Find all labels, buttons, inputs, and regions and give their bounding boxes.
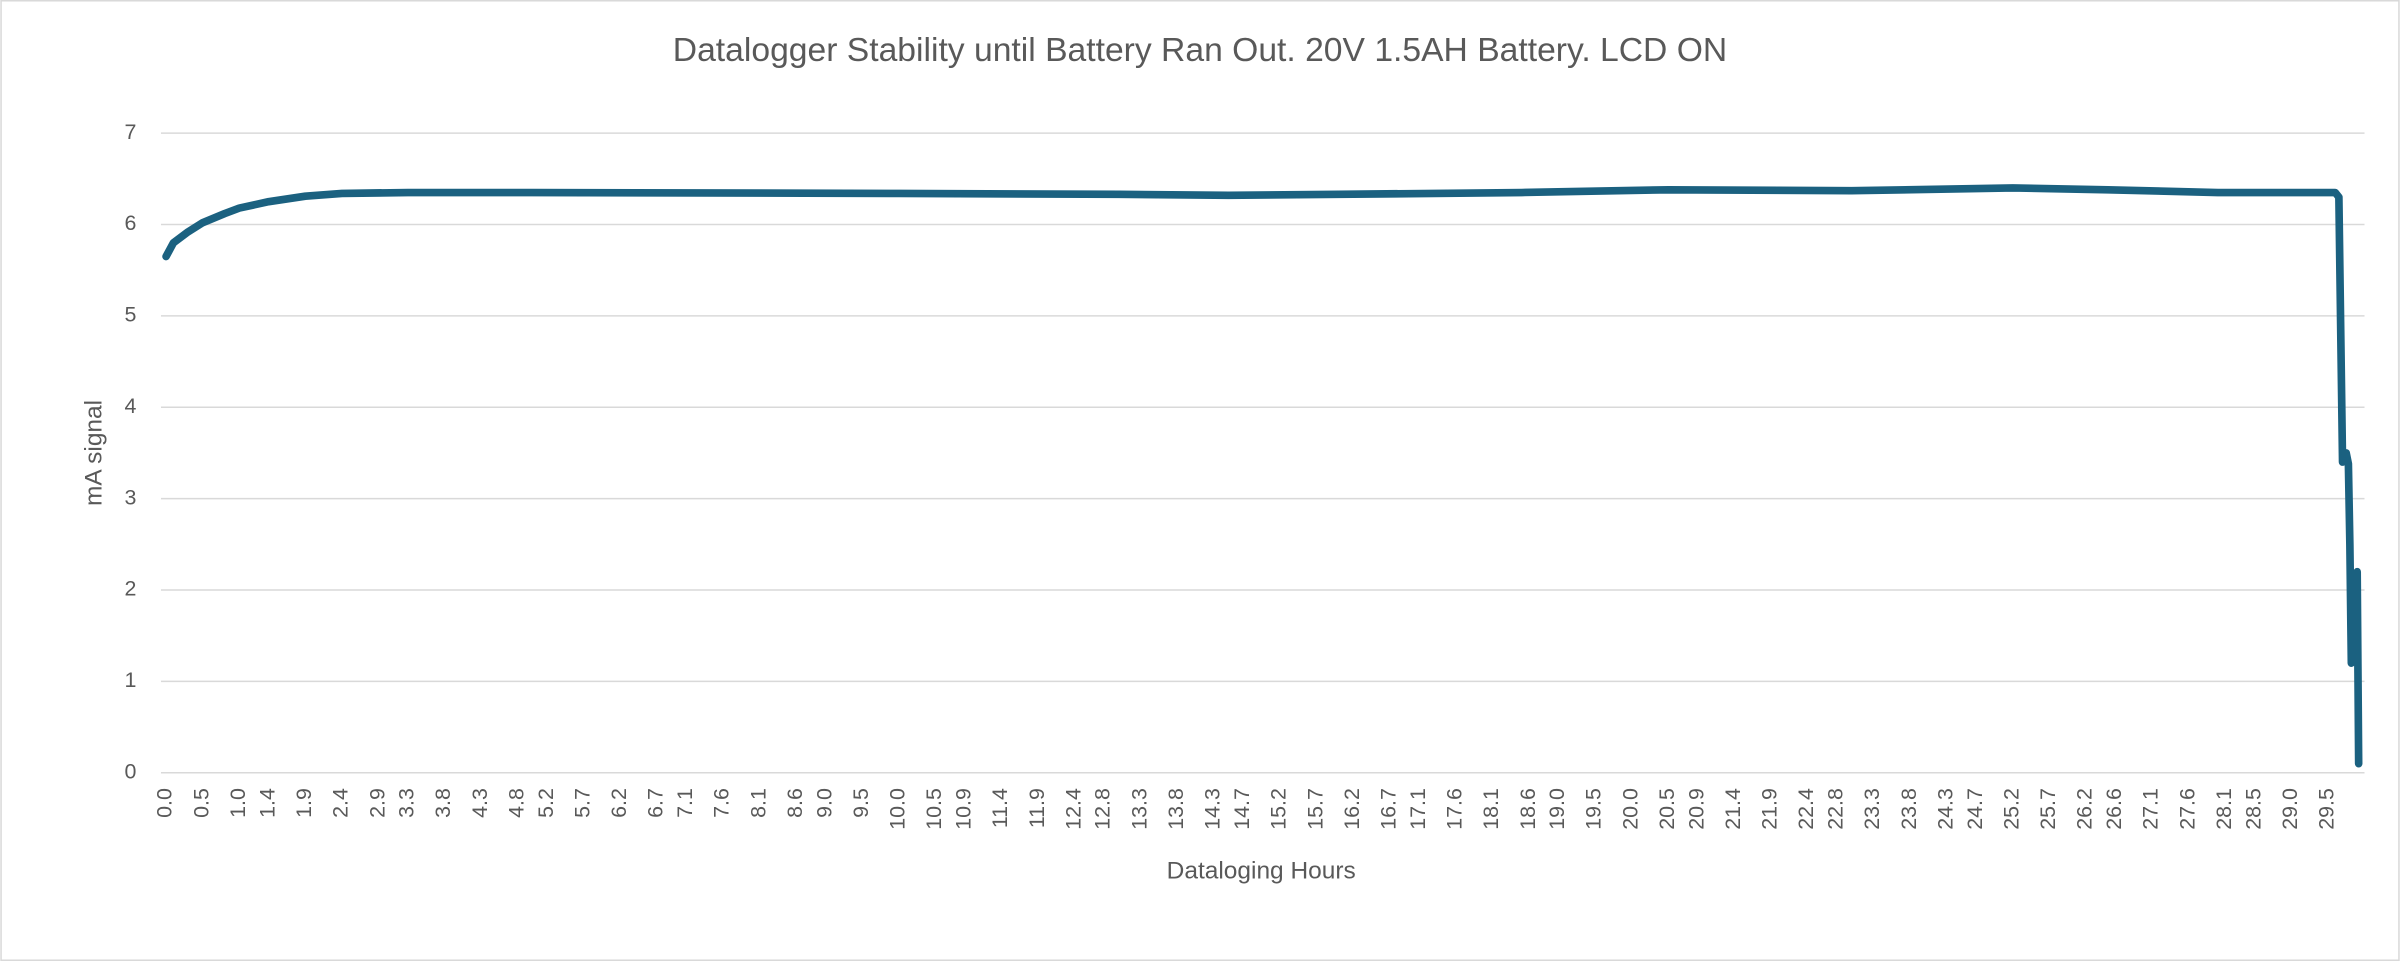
y-tick-label: 7	[125, 120, 137, 144]
x-tick-label: 13.8	[1164, 788, 1188, 830]
x-tick-label: 27.6	[2175, 788, 2199, 830]
x-tick-label: 2.4	[329, 788, 353, 818]
x-tick-label: 13.3	[1127, 788, 1151, 830]
x-tick-label: 21.4	[1721, 788, 1745, 830]
y-axis-title: mA signal	[81, 400, 108, 506]
x-tick-label: 1.9	[292, 788, 316, 818]
x-tick-label: 21.9	[1758, 788, 1782, 830]
x-tick-label: 8.6	[783, 788, 807, 818]
x-tick-label: 5.7	[570, 788, 594, 818]
x-tick-label: 6.7	[644, 788, 668, 818]
x-tick-label: 4.8	[504, 788, 528, 818]
x-tick-label: 16.2	[1340, 788, 1364, 830]
x-tick-label: 1.0	[226, 788, 250, 818]
x-tick-label: 17.1	[1406, 788, 1430, 830]
x-tick-label: 10.0	[886, 788, 910, 830]
x-tick-label: 24.3	[1933, 788, 1957, 830]
x-tick-label: 27.1	[2139, 788, 2163, 830]
x-tick-label: 25.2	[1999, 788, 2023, 830]
x-tick-label: 15.2	[1267, 788, 1291, 830]
x-tick-label: 11.4	[988, 788, 1012, 828]
x-tick-label: 9.0	[812, 788, 836, 818]
x-tick-label: 28.5	[2241, 788, 2265, 830]
x-tick-label: 22.4	[1794, 788, 1818, 830]
x-tick-label: 26.6	[2102, 788, 2126, 830]
x-tick-label: 1.4	[255, 788, 279, 818]
x-tick-label: 24.7	[1963, 788, 1987, 830]
x-tick-label: 8.1	[746, 788, 770, 818]
x-tick-label: 17.6	[1442, 788, 1466, 830]
y-tick-label: 0	[125, 759, 137, 783]
y-tick-label: 5	[125, 303, 137, 327]
x-tick-label: 4.3	[468, 788, 492, 818]
x-tick-label: 5.2	[534, 788, 558, 818]
x-tick-label: 20.9	[1684, 788, 1708, 830]
x-tick-label: 18.1	[1479, 788, 1503, 830]
x-tick-label: 0.0	[153, 788, 177, 818]
x-tick-label: 15.7	[1303, 788, 1327, 830]
x-tick-label: 26.2	[2073, 788, 2097, 830]
x-tick-label: 0.5	[189, 788, 213, 818]
x-tick-label: 22.8	[1824, 788, 1848, 830]
y-tick-label: 3	[125, 485, 137, 509]
x-tick-label: 19.0	[1545, 788, 1569, 830]
x-tick-label: 14.3	[1201, 788, 1225, 830]
x-tick-label: 3.3	[395, 788, 419, 818]
x-tick-label: 23.3	[1860, 788, 1884, 830]
x-tick-label: 29.0	[2278, 788, 2302, 830]
x-tick-label: 3.8	[431, 788, 455, 818]
x-tick-label: 16.7	[1377, 788, 1401, 830]
x-tick-label: 9.5	[849, 788, 873, 818]
x-tick-label: 19.5	[1582, 788, 1606, 830]
x-axis-title: Dataloging Hours	[1167, 858, 1356, 885]
y-tick-label: 4	[125, 394, 137, 418]
x-tick-label: 18.6	[1516, 788, 1540, 830]
x-tick-label: 29.5	[2315, 788, 2339, 830]
x-tick-label: 6.2	[607, 788, 631, 818]
x-tick-label: 14.7	[1230, 788, 1254, 830]
x-tick-label: 7.6	[710, 788, 734, 818]
x-tick-label: 7.1	[673, 788, 697, 818]
chart-title: Datalogger Stability until Battery Ran O…	[673, 32, 1727, 69]
y-tick-label: 1	[125, 668, 137, 692]
y-tick-label: 2	[125, 577, 137, 601]
x-tick-label: 2.9	[365, 788, 389, 818]
x-tick-label: 12.4	[1061, 788, 1085, 830]
x-tick-label: 20.5	[1655, 788, 1679, 830]
data-line	[162, 184, 2363, 768]
x-tick-label: 20.0	[1618, 788, 1642, 830]
x-tick-label: 10.9	[952, 788, 976, 830]
x-tick-label: 25.7	[2036, 788, 2060, 830]
x-tick-label: 23.8	[1897, 788, 1921, 830]
x-tick-label: 12.8	[1091, 788, 1115, 830]
x-tick-label: 10.5	[922, 788, 946, 830]
x-tick-label: 11.9	[1025, 788, 1049, 828]
x-tick-label: 28.1	[2212, 788, 2236, 830]
y-tick-label: 6	[125, 211, 137, 235]
